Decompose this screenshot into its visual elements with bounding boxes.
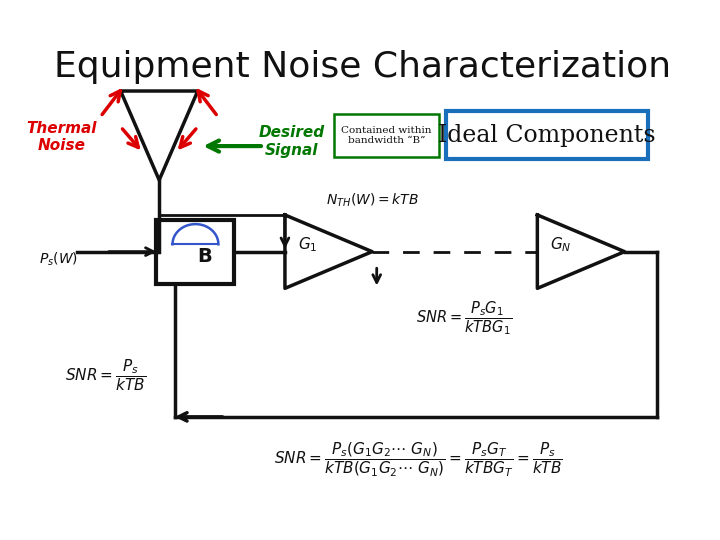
Bar (333, 114, 439, 157)
Text: $SNR = \dfrac{P_s(G_1G_2\cdots\ G_N)}{kTB(G_1G_2\cdots\ G_N)} = \dfrac{P_sG_T}{k: $SNR = \dfrac{P_s(G_1G_2\cdots\ G_N)}{kT… (274, 441, 562, 479)
Text: $G_1$: $G_1$ (298, 235, 318, 254)
Text: Equipment Noise Characterization: Equipment Noise Characterization (55, 50, 672, 84)
Text: $SNR = \dfrac{P_s G_1}{kTBG_1}$: $SNR = \dfrac{P_s G_1}{kTBG_1}$ (416, 299, 512, 337)
Text: B: B (197, 247, 212, 266)
Text: $SNR = \dfrac{P_s}{kTB}$: $SNR = \dfrac{P_s}{kTB}$ (66, 358, 146, 393)
Polygon shape (537, 215, 624, 288)
Polygon shape (285, 215, 372, 288)
Text: $P_s(W)$: $P_s(W)$ (39, 250, 78, 268)
Bar (446, 111, 647, 159)
Text: Ideal Components: Ideal Components (438, 124, 655, 146)
Text: $G_N$: $G_N$ (549, 235, 571, 254)
Text: Desired
Signal: Desired Signal (258, 125, 325, 158)
Bar (156, 220, 235, 284)
Text: Contained within
bandwidth “B”: Contained within bandwidth “B” (341, 126, 431, 145)
Text: Thermal
Noise: Thermal Noise (27, 121, 97, 153)
Text: $N_{TH}(W) = kTB$: $N_{TH}(W) = kTB$ (325, 192, 418, 210)
